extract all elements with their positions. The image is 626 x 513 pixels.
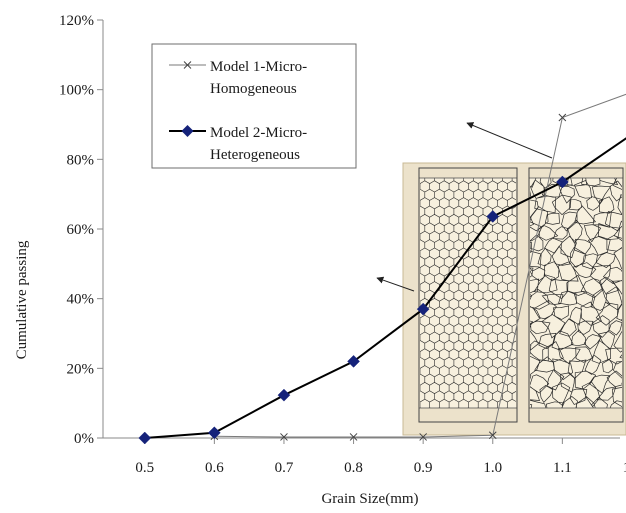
y-tick-label: 120%	[59, 13, 94, 29]
y-axis-label: Cumulative passing	[14, 240, 30, 359]
series-2-point	[208, 427, 220, 439]
y-tick-label: 60%	[67, 222, 95, 238]
legend-label-model-1: Model 1-Micro-	[210, 59, 307, 75]
legend-label-model-2: Model 2-Micro-	[210, 125, 307, 141]
y-tick-label: 100%	[59, 83, 94, 99]
series-2-point	[139, 432, 151, 444]
x-tick-label: 0.8	[344, 460, 363, 476]
x-tick-label: 0.5	[135, 460, 154, 476]
y-tick-label: 40%	[67, 292, 95, 308]
mesh-top-plate-a	[419, 168, 517, 178]
x-tick-label: 0.9	[414, 460, 433, 476]
x-tick-label: 0.7	[275, 460, 294, 476]
x-tick-label: 1.1	[553, 460, 572, 476]
mesh-bottom-plate-a	[419, 408, 517, 422]
x-tick-label: 1.2	[623, 460, 626, 476]
x-tick-label: 1.0	[483, 460, 502, 476]
homogeneous-mesh	[406, 164, 527, 419]
inset-micrographs	[403, 152, 626, 435]
legend-label-model-1: Homogeneous	[210, 81, 297, 97]
mesh-bottom-plate-b	[529, 408, 623, 422]
x-tick-label: 0.6	[205, 460, 224, 476]
y-tick-label: 80%	[67, 152, 95, 168]
legend-label-model-2: Heterogeneous	[210, 147, 300, 163]
y-tick-label: 0%	[74, 431, 94, 447]
arrow-to-model-2	[467, 123, 552, 158]
series-2-point	[278, 389, 290, 401]
legend: Model 1-Micro- Homogeneous Model 2-Micro- H…	[152, 44, 356, 168]
x-axis-label: Grain Size(mm)	[321, 491, 418, 507]
y-tick-label: 20%	[67, 361, 95, 377]
